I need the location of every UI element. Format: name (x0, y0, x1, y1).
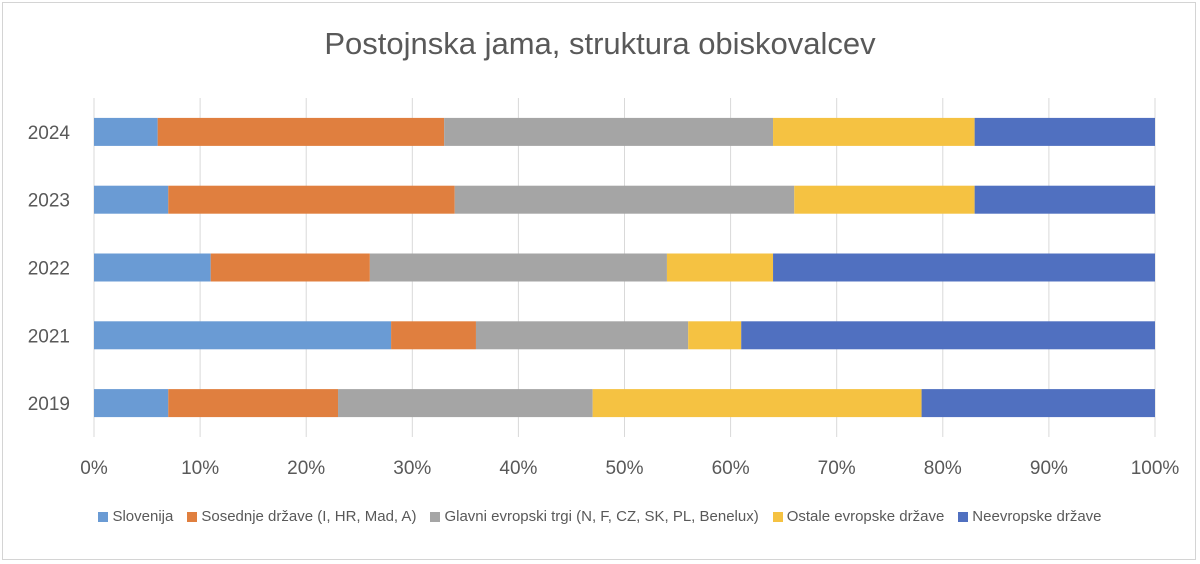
bar-segment (688, 321, 742, 350)
bar-segment (454, 185, 795, 214)
x-tick-label: 70% (818, 458, 856, 479)
x-tick-label: 60% (712, 458, 750, 479)
bar-segment (168, 389, 339, 418)
bar-segment (666, 253, 774, 282)
bar-segment (94, 253, 211, 282)
y-tick-label: 2023 (28, 191, 70, 212)
legend-item: Slovenija (98, 508, 173, 525)
legend-swatch (772, 511, 783, 522)
x-tick-label: 100% (1131, 458, 1180, 479)
x-tick-label: 0% (80, 458, 108, 479)
bar-segment (157, 117, 445, 146)
x-tick-label: 10% (181, 458, 219, 479)
bar-segment (794, 185, 975, 214)
y-tick-label: 2022 (28, 259, 70, 280)
legend-label: Glavni evropski trgi (N, F, CZ, SK, PL, … (444, 508, 759, 525)
legend-item: Sosednje države (I, HR, Mad, A) (187, 508, 416, 525)
bar-segment (592, 389, 922, 418)
bar-segment (338, 389, 593, 418)
bar-segment (168, 185, 455, 214)
x-tick-label: 90% (1030, 458, 1068, 479)
x-tick-label: 80% (924, 458, 962, 479)
bar-segment (94, 389, 169, 418)
legend-label: Slovenija (112, 508, 174, 525)
chart-legend: Slovenija Sosednje države (I, HR, Mad, A)… (0, 508, 1200, 525)
bar-segment (391, 321, 476, 350)
bar-segment (94, 117, 158, 146)
legend-label: Neevropske države (972, 508, 1102, 525)
y-tick-label: 2019 (28, 394, 70, 415)
legend-swatch (187, 511, 198, 522)
legend-swatch (98, 511, 109, 522)
x-tick-label: 50% (605, 458, 643, 479)
bar-segment (741, 321, 1155, 350)
bar-segment (94, 185, 169, 214)
bar-segment (475, 321, 689, 350)
legend-swatch (958, 511, 969, 522)
x-tick-label: 40% (499, 458, 537, 479)
bar-segment (773, 117, 975, 146)
bar-segment (773, 253, 1155, 282)
bar-segment (921, 389, 1155, 418)
y-tick-label: 2024 (28, 123, 71, 144)
bar-segment (369, 253, 667, 282)
bar-segment (94, 321, 392, 350)
bar-segment (974, 185, 1155, 214)
legend-swatch (430, 511, 441, 522)
legend-item: Neevropske države (958, 508, 1102, 525)
y-tick-label: 2021 (28, 326, 70, 347)
bar-segment (444, 117, 774, 146)
legend-label: Sosednje države (I, HR, Mad, A) (201, 508, 417, 525)
legend-label: Ostale evropske države (786, 508, 945, 525)
legend-item: Ostale evropske države (772, 508, 945, 525)
x-tick-label: 20% (287, 458, 325, 479)
legend-item: Glavni evropski trgi (N, F, CZ, SK, PL, … (430, 508, 759, 525)
bar-segment (974, 117, 1155, 146)
chart-title: Postojnska jama, struktura obiskovalcev (324, 26, 876, 61)
x-tick-label: 30% (393, 458, 431, 479)
bar-segment (210, 253, 370, 282)
